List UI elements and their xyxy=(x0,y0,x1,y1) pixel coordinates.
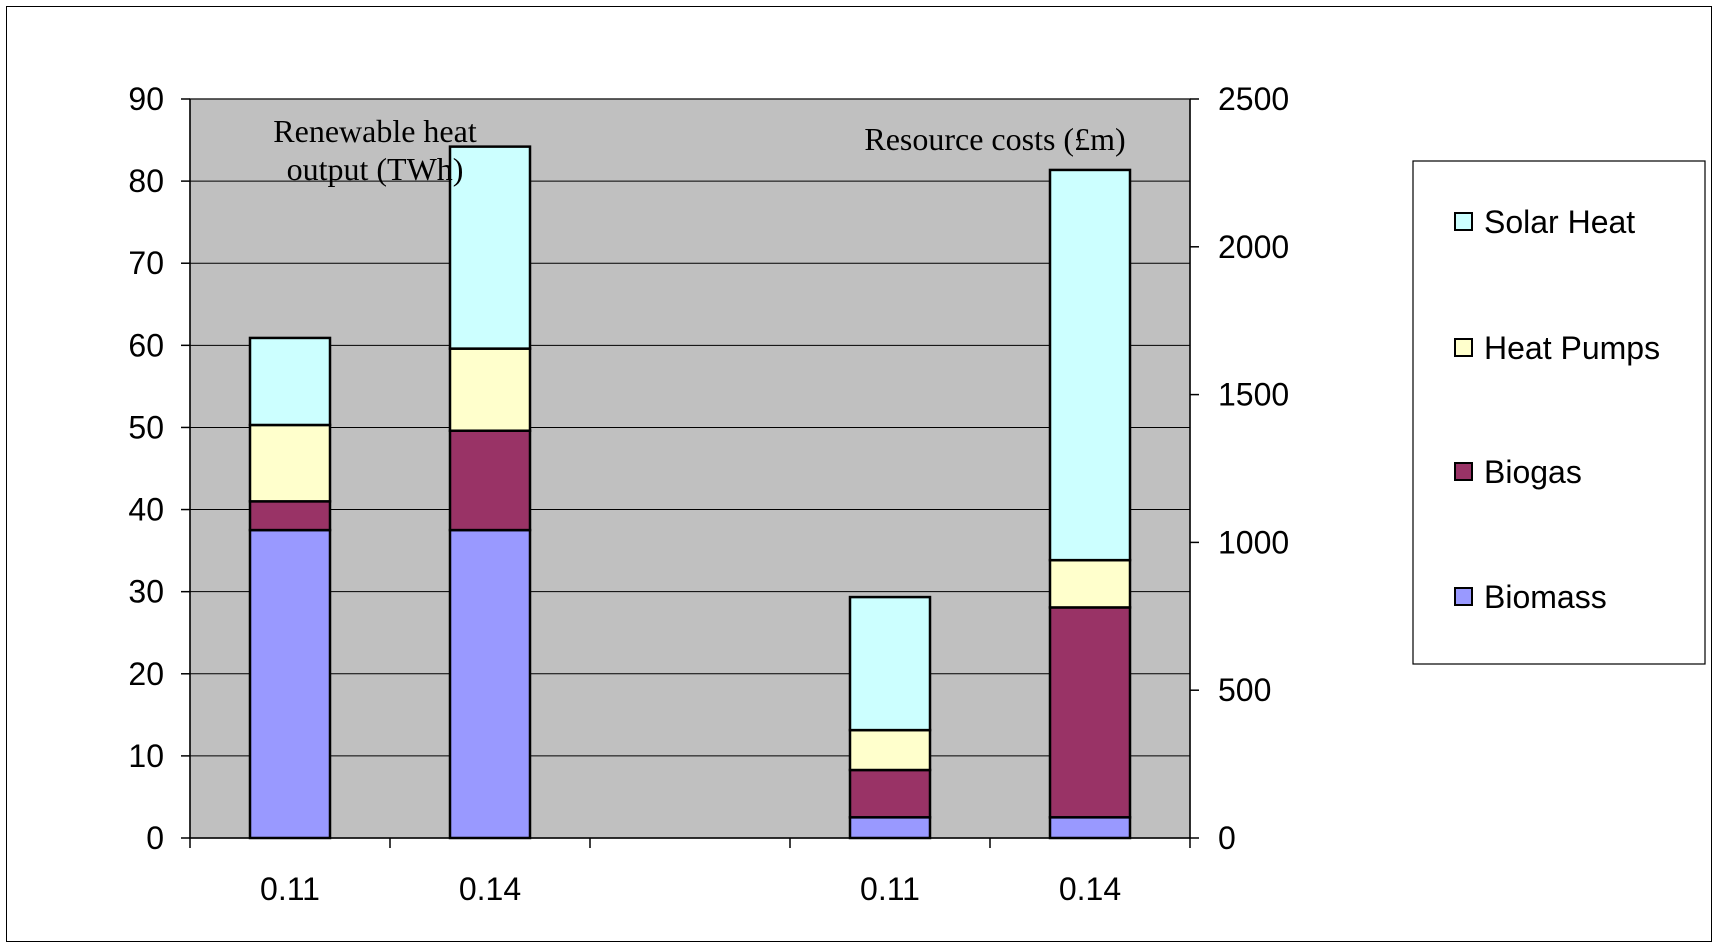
bar-solar-heat xyxy=(448,145,532,350)
bar-heat-pumps xyxy=(848,728,932,772)
bar-solar-heat xyxy=(848,595,932,732)
legend-label-biogas: Biogas xyxy=(1484,454,1582,490)
bar-biomass xyxy=(1048,816,1132,840)
left-tick-label: 70 xyxy=(128,245,164,281)
bar-heat-pumps xyxy=(448,347,532,432)
bar-biogas xyxy=(1048,606,1132,819)
plot-area xyxy=(189,98,1191,839)
right-tick-label: 500 xyxy=(1218,672,1271,708)
left-tick-label: 80 xyxy=(128,163,164,199)
bar-heat-pumps xyxy=(248,423,332,503)
bar-biomass xyxy=(848,816,932,840)
x-tick-label: 0.14 xyxy=(459,871,521,907)
x-tick-label: 0.11 xyxy=(260,871,320,907)
bar-solar-heat xyxy=(248,336,332,427)
bars xyxy=(248,145,1132,840)
legend-label-solar-heat: Solar Heat xyxy=(1484,204,1635,240)
legend-swatch-biogas xyxy=(1454,462,1473,481)
bar-solar-heat xyxy=(1048,168,1132,562)
left-tick-label: 60 xyxy=(128,327,164,363)
annotation-left-line: Renewable heat xyxy=(273,113,477,149)
bar-heat-pumps xyxy=(1048,558,1132,609)
bar-biogas xyxy=(848,768,932,819)
left-tick-label: 0 xyxy=(146,820,164,856)
right-tick-label: 1500 xyxy=(1218,377,1289,413)
right-tick-label: 2000 xyxy=(1218,229,1289,265)
left-tick-label: 10 xyxy=(128,738,164,774)
bar-biomass xyxy=(248,528,332,840)
annotation-left-line: output (TWh) xyxy=(287,151,464,187)
right-tick-label: 0 xyxy=(1218,820,1236,856)
left-tick-label: 90 xyxy=(128,81,164,117)
legend-box xyxy=(1412,160,1706,665)
left-tick-label: 40 xyxy=(128,492,164,528)
left-tick-label: 50 xyxy=(128,409,164,445)
right-tick-label: 1000 xyxy=(1218,524,1289,560)
x-tick-label: 0.11 xyxy=(860,871,920,907)
legend-swatch-solar-heat xyxy=(1454,212,1473,231)
left-tick-label: 20 xyxy=(128,656,164,692)
legend-label-biomass: Biomass xyxy=(1484,579,1607,615)
left-tick-label: 30 xyxy=(128,574,164,610)
bar-biomass xyxy=(448,528,532,840)
bar-biogas xyxy=(248,500,332,532)
axes: 0 10 20 30 40 50 60 70 80 90 0 500 1000 1500 2000 2500 0… xyxy=(128,81,1289,907)
right-tick-label: 2500 xyxy=(1218,81,1289,117)
x-tick-label: 0.14 xyxy=(1059,871,1121,907)
legend-label-heat-pumps: Heat Pumps xyxy=(1484,330,1660,366)
bar-biogas xyxy=(448,429,532,532)
legend-swatch-biomass xyxy=(1454,587,1473,606)
legend: Solar Heat Heat Pumps Biogas Biomass xyxy=(1412,160,1706,665)
annotation-right: Resource costs (£m) xyxy=(864,121,1125,157)
legend-swatch-heat-pumps xyxy=(1454,338,1473,357)
gridlines xyxy=(190,98,1190,757)
